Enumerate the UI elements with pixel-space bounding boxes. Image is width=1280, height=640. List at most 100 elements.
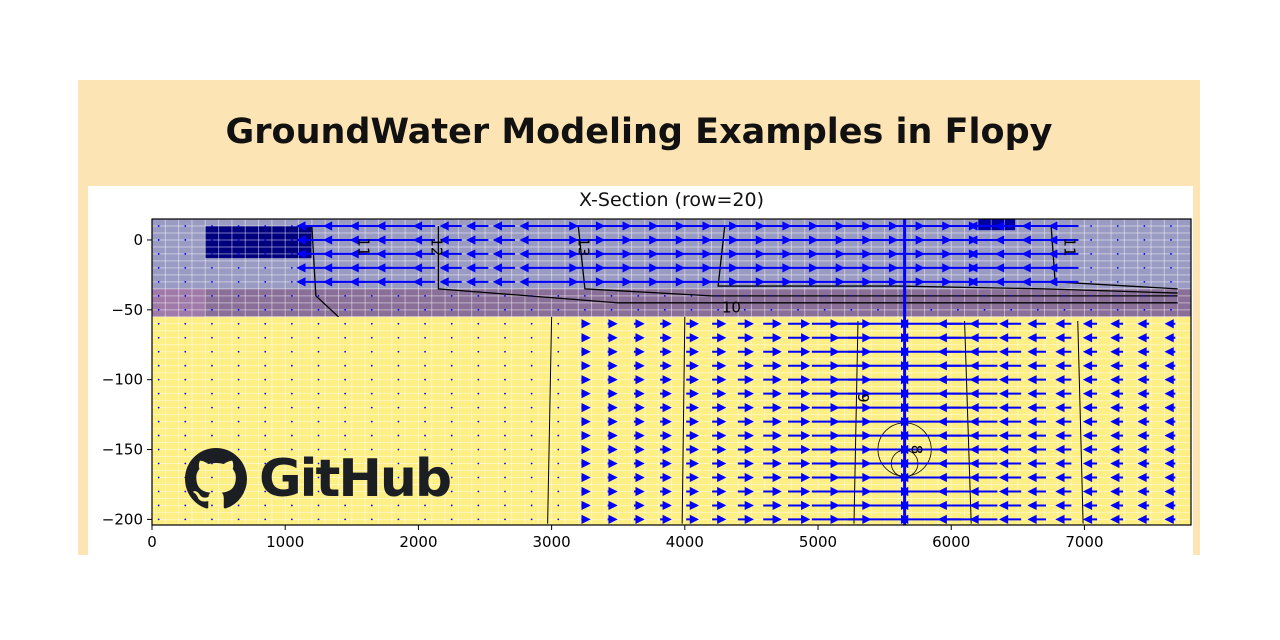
- quiver-arrow: [1137, 514, 1150, 525]
- quiver-arrow: [660, 389, 672, 399]
- quiver-arrow: [811, 458, 840, 469]
- quiver-arrow: [477, 504, 480, 507]
- quiver-arrow: [581, 514, 591, 525]
- quiver-arrow: [607, 444, 618, 455]
- quiver-arrow: [1116, 308, 1119, 311]
- quiver-arrow: [1036, 308, 1039, 311]
- quiver-arrow: [607, 416, 618, 427]
- quiver-arrow: [370, 518, 373, 521]
- quiver-arrow: [264, 434, 267, 437]
- quiver-arrow: [290, 239, 293, 241]
- contour-line: [437, 225, 1178, 304]
- banner-title: GroundWater Modeling Examples in Flopy: [225, 112, 1053, 152]
- quiver-arrow: [1082, 347, 1098, 357]
- quiver-arrow: [660, 361, 672, 371]
- quiver-arrow: [424, 518, 426, 521]
- quiver-arrow: [344, 462, 347, 465]
- quiver-arrow: [237, 225, 240, 227]
- quiver-arrow: [157, 392, 160, 395]
- quiver-arrow: [157, 280, 160, 283]
- quiver-arrow: [397, 462, 400, 465]
- quiver-arrow: [1164, 486, 1176, 497]
- quiver-arrow: [850, 294, 853, 297]
- quiver-arrow: [450, 462, 453, 465]
- quiver-arrow: [557, 406, 560, 409]
- quiver-arrow: [211, 253, 213, 255]
- quiver-arrow: [1137, 430, 1150, 441]
- quiver-arrow: [450, 476, 453, 479]
- quiver-arrow: [439, 263, 462, 273]
- quiver-arrow: [1137, 486, 1150, 497]
- quiver-arrow: [998, 347, 1022, 357]
- quiver-arrow: [983, 294, 986, 297]
- quiver-arrow: [811, 514, 840, 525]
- quiver-arrow: [797, 294, 799, 297]
- quiver-arrow: [660, 416, 672, 427]
- quiver-arrow: [184, 378, 187, 381]
- quiver-arrow: [1010, 294, 1013, 297]
- quiver-arrow: [690, 308, 693, 311]
- quiver-arrow: [969, 514, 998, 525]
- quiver-arrow: [1027, 375, 1046, 385]
- quiver-arrow: [504, 476, 506, 479]
- quiver-arrow: [237, 448, 240, 451]
- quiver-arrow: [412, 235, 436, 245]
- quiver-arrow: [983, 308, 986, 311]
- quiver-arrow: [530, 322, 533, 325]
- quiver-arrow: [317, 448, 320, 451]
- contour-label: 13: [574, 237, 592, 256]
- quiver-arrow: [763, 458, 782, 469]
- quiver-arrow: [1055, 375, 1072, 385]
- quiver-arrow: [1137, 319, 1150, 329]
- quiver-arrow: [184, 336, 187, 339]
- quiver-arrow: [370, 322, 373, 325]
- quiver-arrow: [344, 476, 347, 479]
- quiver-arrow: [1110, 403, 1124, 413]
- quiver-arrow: [211, 406, 213, 409]
- quiver-arrow: [633, 486, 645, 497]
- quiver-arrow: [1048, 263, 1079, 273]
- quiver-arrow: [424, 434, 426, 437]
- quiver-arrow: [290, 504, 293, 507]
- quiver-arrow: [1027, 514, 1046, 525]
- quiver-arrow: [184, 267, 187, 269]
- quiver-arrow: [712, 416, 727, 427]
- quiver-arrow: [317, 308, 320, 311]
- quiver-arrow: [1027, 347, 1046, 357]
- quiver-arrow: [439, 221, 462, 231]
- quiver-arrow: [1027, 430, 1046, 441]
- quiver-arrow: [397, 490, 400, 493]
- quiver-arrow: [424, 420, 426, 423]
- quiver-arrow: [607, 472, 618, 483]
- quiver-arrow: [450, 504, 453, 507]
- quiver-arrow: [237, 504, 240, 507]
- quiver-arrow: [477, 434, 480, 437]
- quiver-arrow: [466, 249, 489, 259]
- quiver-arrow: [477, 308, 480, 311]
- quiver-arrow: [1090, 225, 1092, 227]
- quiver-arrow: [344, 308, 347, 311]
- quiver-arrow: [290, 267, 293, 269]
- quiver-arrow: [290, 462, 293, 465]
- quiver-arrow: [1116, 225, 1119, 227]
- quiver-arrow: [1055, 416, 1072, 427]
- quiver-arrow: [998, 458, 1022, 469]
- quiver-arrow: [157, 518, 160, 521]
- quiver-arrow: [317, 518, 320, 521]
- quiver-arrow: [788, 375, 811, 385]
- quiver-arrow: [811, 403, 840, 413]
- quiver-arrow: [477, 294, 480, 297]
- quiver-arrow: [584, 308, 586, 311]
- quiver-arrow: [1055, 361, 1072, 371]
- quiver-arrow: [519, 235, 542, 245]
- quiver-arrow: [557, 490, 560, 493]
- quiver-arrow: [237, 434, 240, 437]
- quiver-arrow: [998, 375, 1022, 385]
- quiver-arrow: [1110, 319, 1124, 329]
- quiver-arrow: [811, 333, 840, 343]
- contour-line: [1077, 320, 1084, 524]
- quiver-arrow: [450, 364, 453, 367]
- quiver-arrow: [450, 294, 453, 297]
- quiver-arrow: [903, 308, 906, 311]
- quiver-arrow: [686, 416, 700, 427]
